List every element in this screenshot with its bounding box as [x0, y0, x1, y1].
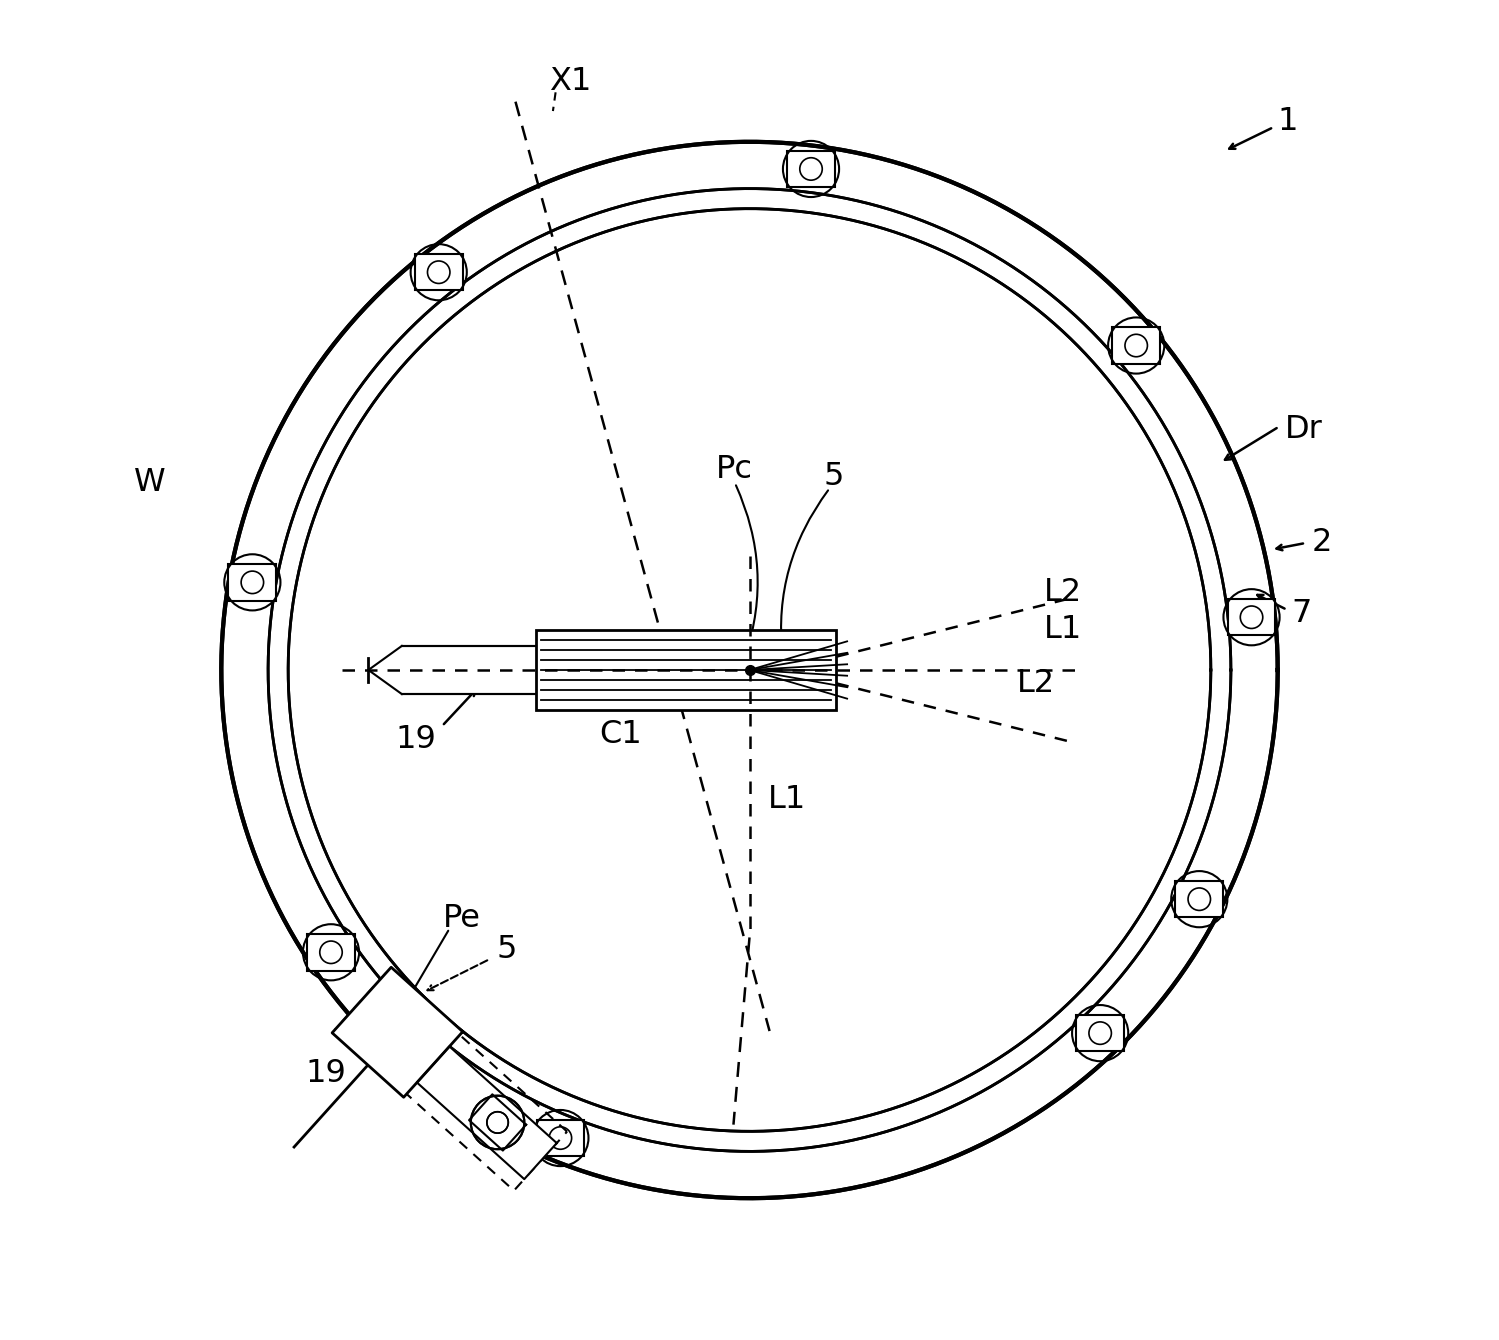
Text: 2: 2 [1312, 528, 1331, 559]
Text: Pe: Pe [444, 903, 481, 934]
Bar [535, 630, 836, 710]
Text: L1: L1 [1043, 614, 1082, 646]
Bar [537, 1120, 585, 1156]
Text: L2: L2 [1043, 578, 1082, 608]
Text: 19: 19 [396, 724, 436, 754]
Text: C1: C1 [600, 718, 643, 749]
Text: Dr: Dr [1285, 414, 1322, 445]
Polygon shape [333, 967, 463, 1097]
Text: 7: 7 [1291, 599, 1312, 630]
Bar [1112, 327, 1160, 363]
Text: 1: 1 [1277, 106, 1298, 137]
Bar [415, 255, 463, 291]
Polygon shape [469, 1095, 526, 1151]
Text: Pc: Pc [717, 454, 752, 485]
Text: L2: L2 [1016, 667, 1055, 699]
Text: W: W [135, 468, 166, 498]
Bar [1228, 599, 1276, 635]
Text: 19: 19 [306, 1059, 346, 1089]
Bar [1076, 1014, 1124, 1052]
Bar [535, 630, 836, 710]
Bar [307, 934, 355, 970]
Text: L1: L1 [767, 784, 806, 815]
Circle shape [222, 142, 1277, 1198]
Text: 5: 5 [823, 461, 844, 492]
Bar [787, 150, 835, 188]
Bar [1175, 880, 1223, 918]
Polygon shape [417, 1047, 556, 1179]
Text: 5: 5 [496, 934, 517, 965]
Bar [402, 646, 535, 694]
Text: X1: X1 [549, 66, 591, 96]
Bar [228, 564, 276, 600]
